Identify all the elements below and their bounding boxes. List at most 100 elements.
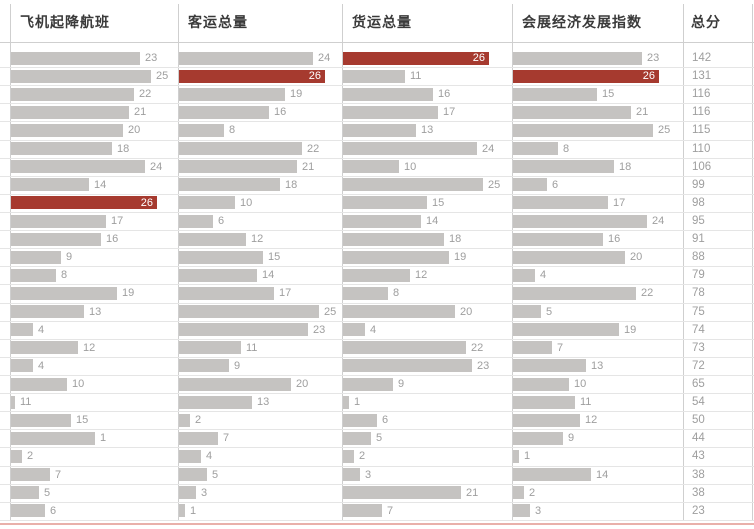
bar-cell-flights: 16: [11, 231, 177, 247]
bar-cell-freight: 12: [343, 267, 511, 283]
bar-value-label: 16: [608, 233, 621, 246]
bar-value-label: 5: [44, 486, 51, 499]
bar-cell-passengers: 16: [179, 104, 341, 120]
bar: [513, 449, 519, 463]
table-row: 23 24 26 23 142: [0, 50, 754, 69]
bar-cell-freight: 17: [343, 104, 511, 120]
bar: [343, 160, 399, 174]
total-score: 50: [692, 414, 705, 427]
bar: [11, 250, 61, 264]
bar: [343, 232, 444, 246]
bar-cell-freight: 26: [343, 50, 511, 66]
bar-cell-mice: 9: [513, 430, 682, 446]
total-score: 73: [692, 341, 705, 354]
total-score: 75: [692, 305, 705, 318]
table-row: 12 11 22 7 73: [0, 340, 754, 358]
bar-cell-freight: 11: [343, 68, 511, 84]
bar: [179, 486, 196, 500]
bar-value-label: 8: [393, 287, 400, 300]
total-score: 91: [692, 233, 705, 246]
bar-cell-mice: 14: [513, 467, 682, 483]
bar-value-label: 8: [61, 269, 68, 282]
bar-highlighted: 26: [179, 69, 325, 83]
bar-value-label: 21: [466, 486, 479, 499]
bar: [513, 87, 597, 101]
bar-cell-mice: 7: [513, 340, 682, 356]
table-row: 16 12 18 16 91: [0, 231, 754, 250]
total-score: 142: [692, 52, 712, 65]
bar-cell-freight: 6: [343, 412, 511, 428]
bar-value-label: 22: [139, 88, 152, 101]
bar-cell-mice: 5: [513, 304, 682, 320]
column-separator: [10, 4, 11, 521]
bar-value-label: 2: [359, 450, 366, 463]
bar-value-label: 24: [482, 142, 495, 155]
bar: [513, 51, 642, 65]
bar: [513, 286, 636, 300]
total-score: 131: [692, 70, 712, 83]
bar-value-label: 23: [313, 323, 326, 336]
table-row: 14 18 25 6 99: [0, 177, 754, 195]
bar-value-label: 4: [206, 450, 213, 463]
bar-value-label: 7: [557, 341, 564, 354]
bar-value-label: 4: [540, 269, 547, 282]
column-separator: [752, 4, 753, 521]
bar-highlighted: 26: [513, 69, 659, 83]
bar-value-label: 17: [111, 215, 124, 228]
bar-value-label: 4: [370, 323, 377, 336]
bar-value-label: 13: [257, 396, 270, 409]
table-row: 1 7 5 9 44: [0, 430, 754, 449]
bar-cell-mice: 21: [513, 104, 682, 120]
bar: [11, 341, 78, 355]
total-score: 95: [692, 215, 705, 228]
bar: [179, 123, 224, 137]
bar-value-label: 9: [398, 378, 405, 391]
bar-value-label: 17: [443, 106, 456, 119]
bar: [513, 196, 608, 210]
total-score: 110: [692, 142, 711, 155]
bar: [11, 69, 151, 83]
bar-cell-freight: 23: [343, 358, 511, 374]
total-score: 116: [692, 106, 711, 119]
bar-cell-passengers: 10: [179, 195, 341, 211]
bar-cell-passengers: 15: [179, 249, 341, 265]
bar-value-label: 15: [432, 196, 445, 209]
bar-cell-mice: 8: [513, 141, 682, 157]
table-row: 6 1 7 3 23: [0, 503, 754, 521]
bar: [513, 504, 530, 518]
bar: [343, 214, 421, 228]
bar: [513, 232, 603, 246]
bar: [179, 413, 190, 427]
bar: [343, 449, 354, 463]
bar: [343, 468, 360, 482]
total-score: 79: [692, 269, 705, 282]
bar-value-label: 13: [591, 359, 604, 372]
bar-value-label: 12: [585, 414, 598, 427]
table-row: 4 9 23 13 72: [0, 358, 754, 376]
bar: [343, 250, 449, 264]
bar: [179, 51, 313, 65]
bar: [513, 341, 552, 355]
bar-cell-passengers: 17: [179, 285, 341, 301]
total-score: 54: [692, 396, 705, 409]
bar-cell-flights: 18: [11, 141, 177, 157]
bar-cell-passengers: 23: [179, 322, 341, 338]
bar-cell-flights: 15: [11, 412, 177, 428]
bar-cell-mice: 23: [513, 50, 682, 66]
bar-cell-flights: 20: [11, 122, 177, 138]
bar-value-label: 24: [318, 52, 331, 65]
bar: [11, 178, 89, 192]
bar-cell-flights: 6: [11, 503, 177, 519]
bar-cell-mice: 4: [513, 267, 682, 283]
bar-cell-mice: 20: [513, 249, 682, 265]
bar: [513, 413, 580, 427]
bar-cell-passengers: 25: [179, 304, 341, 320]
bar-value-label: 22: [471, 341, 484, 354]
bar-value-label: 1: [524, 450, 531, 463]
table-row: 5 3 21 2 38: [0, 485, 754, 503]
header-underline: [0, 42, 754, 43]
table-row: 20 8 13 25 115: [0, 122, 754, 141]
bar-value-label: 2: [27, 450, 34, 463]
bar-cell-flights: 11: [11, 394, 177, 410]
